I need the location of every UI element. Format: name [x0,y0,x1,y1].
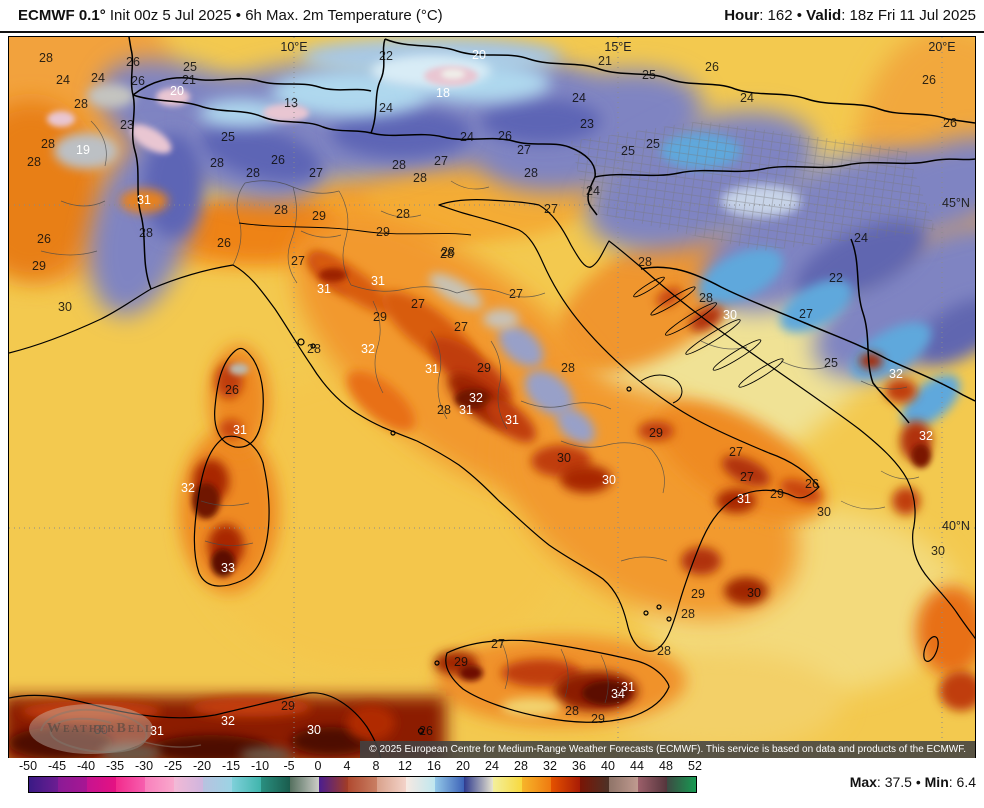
colorbar-segment [667,777,696,792]
colorbar-segment [174,777,203,792]
header: ECMWF 0.1° Init 00z 5 Jul 2025 • 6h Max.… [0,0,984,33]
colorbar-segment [638,777,667,792]
max-value: : 37.5 • [876,774,925,790]
colorbar-segment [87,777,116,792]
colorbar-segment [58,777,87,792]
colorbar-tick: 36 [572,759,586,773]
colorbar-segment [580,777,609,792]
gargano-spur [640,374,683,404]
colorbar-tick: 44 [630,759,644,773]
colorbar-segment [203,777,232,792]
colorbar-tick: -10 [250,759,270,773]
degree-symbol: ° [99,7,106,24]
colorbar-tick: 12 [398,759,412,773]
colorbar-segment [435,777,464,792]
weatherbell-watermark: WeatherBell [21,701,211,758]
colorbar-segment [348,777,377,792]
corsica-coastline [214,347,264,448]
italy-coastline [9,199,820,652]
colorbar-tick: 0 [314,759,322,773]
colorbar-segment [319,777,348,792]
croatian-islands [633,276,784,388]
colorbar-tick: 40 [601,759,615,773]
weatherbell-watermark-text: WeatherBell [47,721,154,736]
copyright-bar: © 2025 European Centre for Medium-Range … [360,741,975,758]
graticule-label: 15°E [604,40,632,54]
colorbar-tick: -15 [221,759,241,773]
africa-coastline [9,692,382,758]
sicily-coastline [445,639,670,723]
colorbar-tick: 20 [456,759,470,773]
graticule-label: 45°N [942,196,970,210]
model-name: ECMWF 0.1 [18,7,100,24]
colorbar-tick: 48 [659,759,673,773]
colorbar-ticks: -50 -45 -40 -35 -30 -25 -20 -15 -10 -5 0 4 8 12 16 20 24… [19,759,702,774]
colorbar [28,776,697,793]
colorbar-tick: -5 [283,759,295,773]
colorbar-segment [261,777,290,792]
header-valid: Hour: 162 • Valid: 18z Fri 11 Jul 2025 [724,7,976,24]
colorbar-segment [377,777,406,792]
graticule [9,37,975,758]
colorbar-segment [232,777,261,792]
min-value: : 6.4 [948,774,976,790]
temperature-map: 10°E 15°E 20°E 45°N 40°N 28 24 26 24 26 25 21 20 13 2… [8,36,976,759]
colorbar-tick: 8 [372,759,380,773]
coastlines [9,199,975,758]
min-label: Min [924,774,949,790]
hour-label: Hour [724,7,760,24]
run-subtitle: Init 00z 5 Jul 2025 • 6h Max. 2m Tempera… [105,7,443,24]
colorbar-segment [551,777,580,792]
colorbar-tick: 52 [688,759,702,773]
colorbar-segment [290,777,319,792]
colorbar-tick: -40 [76,759,96,773]
colorbar-tick: 16 [427,759,441,773]
hour-value: : 162 • [759,7,807,24]
colorbar-segment [29,777,58,792]
sardinia-coastline [193,435,270,587]
max-label: Max [849,774,877,790]
weatherbell-swirl-icon [29,704,202,754]
header-title: ECMWF 0.1° Init 00z 5 Jul 2025 • 6h Max.… [18,7,443,24]
balkan-coastline [538,204,975,640]
valid-value: : 18z Fri 11 Jul 2025 [841,7,976,24]
colorbar-tick: -50 [18,759,38,773]
colorbar-segment [609,777,638,792]
map-graphic [9,37,975,758]
max-min-readout: Max: 37.5 • Min: 6.4 [850,774,976,790]
colorbar-tick: 32 [543,759,557,773]
graticule-label: 40°N [942,519,970,533]
graticule-label: 10°E [280,40,308,54]
colorbar-segment [464,777,493,792]
colorbar-segment [406,777,435,792]
colorbar-tick: -45 [47,759,67,773]
colorbar-tick: -25 [163,759,183,773]
national-borders [128,37,975,424]
colorbar-tick: 4 [343,759,351,773]
colorbar-tick: -30 [134,759,154,773]
colorbar-footer: -50 -45 -40 -35 -30 -25 -20 -15 -10 -5 0 4 8 12 16 20 24… [0,758,984,808]
colorbar-tick: 28 [514,759,528,773]
colorbar-segment [522,777,551,792]
valid-label: Valid [806,7,842,24]
municipality-mesh [571,121,936,251]
colorbar-tick: -20 [192,759,212,773]
colorbar-segment [493,777,522,792]
colorbar-tick: -35 [105,759,125,773]
colorbar-tick: 24 [485,759,499,773]
colorbar-segment [116,777,145,792]
graticule-label: 20°E [928,40,956,54]
colorbar-segment [145,777,174,792]
region-borders [40,120,920,704]
